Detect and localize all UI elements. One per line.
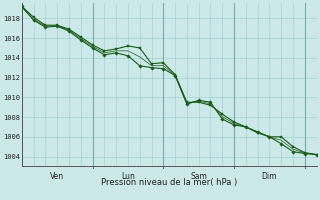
Text: Lun: Lun — [121, 172, 135, 181]
Text: Ven: Ven — [50, 172, 64, 181]
Text: Dim: Dim — [262, 172, 277, 181]
X-axis label: Pression niveau de la mer( hPa ): Pression niveau de la mer( hPa ) — [101, 178, 237, 187]
Text: Sam: Sam — [190, 172, 207, 181]
